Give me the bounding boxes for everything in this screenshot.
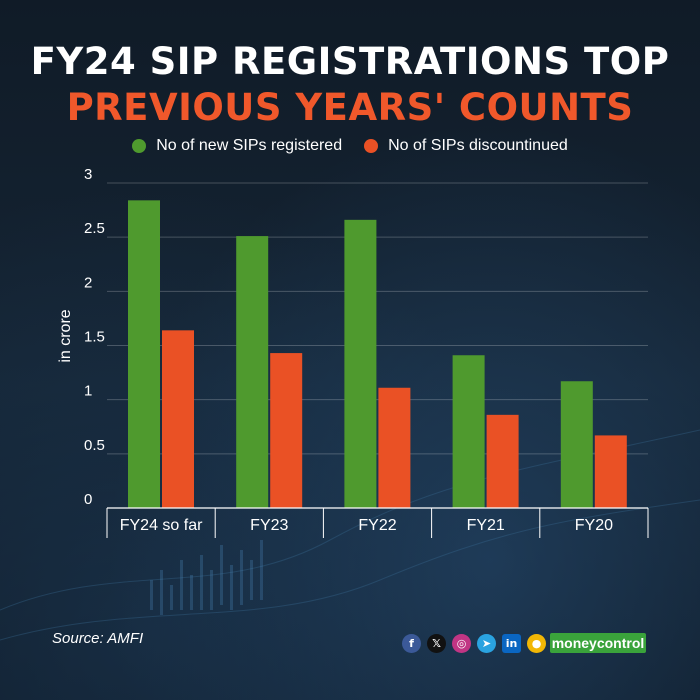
source-note: Source: AMFI: [52, 630, 144, 647]
bar-new-sips-fy22: [344, 219, 377, 509]
y-axis-ticks: 0 0.5 1 1.5 2 2.5 3: [84, 166, 105, 508]
x-tick-label: FY22: [358, 517, 396, 534]
bar-discontinued-fy20: [594, 435, 627, 508]
y-tick-label: 3: [84, 166, 92, 183]
bar-discontinued-fy23: [270, 353, 303, 508]
y-tick-label: 0.5: [84, 437, 105, 454]
social-icons: f 𝕏 ◎ ➤ in ●: [402, 634, 546, 653]
chart-title-line-1: FY24 SIP REGISTRATIONS TOP: [30, 40, 670, 83]
legend-label-new-sips: No of new SIPs registered: [156, 137, 343, 154]
y-tick-label: 1.5: [84, 329, 105, 346]
legend-item-new-sips: No of new SIPs registered: [132, 137, 342, 155]
chart-legend: No of new SIPs registered No of SIPs dis…: [0, 137, 700, 155]
y-tick-label: 1: [84, 383, 92, 400]
y-tick-label: 0: [84, 491, 92, 508]
bar-new-sips-fy23: [236, 236, 269, 509]
x-tick-label: FY24 so far: [120, 517, 203, 534]
y-tick-label: 2: [84, 274, 92, 291]
bar-discontinued-fy22: [378, 387, 411, 508]
linkedin-icon[interactable]: in: [502, 634, 521, 653]
bar-new-sips-fy24-so-far: [128, 200, 160, 509]
koo-icon[interactable]: ●: [527, 634, 546, 653]
bar-new-sips-fy21: [452, 355, 485, 508]
x-tick-label: FY21: [467, 517, 505, 534]
x-icon[interactable]: 𝕏: [427, 634, 446, 653]
bar-new-sips-fy20: [560, 381, 593, 508]
legend-label-discontinued: No of SIPs discountinued: [388, 137, 568, 154]
facebook-icon[interactable]: f: [402, 634, 421, 653]
legend-swatch-new-sips: [132, 139, 147, 153]
legend-item-discontinued: No of SIPs discountinued: [364, 137, 568, 155]
bars: [128, 200, 627, 509]
x-tick-label: FY20: [575, 517, 613, 534]
x-axis: FY24 so far FY23 FY22 FY21 FY20: [106, 507, 649, 538]
x-tick-label: FY23: [250, 517, 288, 534]
brand-logo: moneycontrol: [550, 633, 646, 653]
instagram-icon[interactable]: ◎: [452, 634, 471, 653]
telegram-icon[interactable]: ➤: [477, 634, 496, 653]
y-axis-label: in crore: [57, 309, 74, 362]
chart-title-line-2: PREVIOUS YEARS' COUNTS: [66, 86, 634, 129]
y-tick-label: 2.5: [84, 220, 105, 237]
bar-discontinued-fy21: [486, 414, 519, 508]
bar-discontinued-fy24-so-far: [162, 330, 194, 508]
legend-swatch-discontinued: [364, 139, 379, 153]
